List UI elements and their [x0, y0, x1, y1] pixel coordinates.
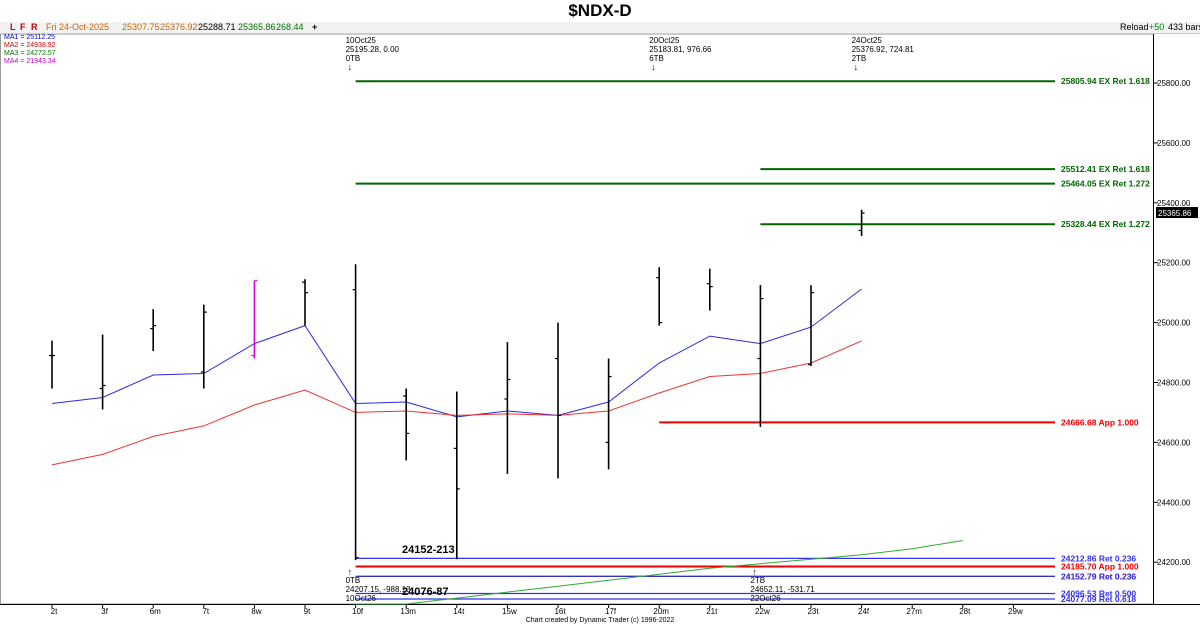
flag-r-button[interactable]: R [31, 22, 38, 32]
ma3-label: MA3 = 24272.57 [4, 50, 56, 57]
x-tick-label: 8w [251, 607, 261, 616]
time-annotation: 20Oct25 [649, 36, 680, 45]
y-tick-label: 25800.00 [1157, 79, 1191, 88]
time-arrow-down: ↓ [854, 62, 859, 72]
level-label: 24096.53 Ret 0.500 [1061, 588, 1136, 598]
x-tick-label: 21t [706, 607, 718, 616]
level-label: 25464.05 EX Ret 1.272 [1061, 179, 1150, 189]
bar-change: 268.44 [276, 22, 304, 32]
time-arrow-up: ↑ [348, 567, 353, 577]
ma4-label: MA4 = 21943.34 [4, 58, 56, 65]
flag-f-button[interactable]: F [20, 22, 26, 32]
x-tick-label: 13m [400, 607, 416, 616]
level-label: 24185.70 App 1.000 [1061, 561, 1139, 571]
x-tick-label: 27m [906, 607, 922, 616]
x-tick-label: 10f [352, 607, 364, 616]
bar-date: Fri 24-Oct-2025 [46, 22, 110, 32]
y-tick-label: 24600.00 [1157, 438, 1191, 447]
time-annotation: 2TB [750, 576, 765, 585]
x-tick-label: 9t [304, 607, 311, 616]
x-tick-label: 28t [959, 607, 971, 616]
info-toolbar: L F R Fri 24-Oct-2025 25307.75 25376.92 … [0, 22, 1200, 34]
x-tick-label: 2t [51, 607, 58, 616]
title-bar: $NDX-D [0, 0, 1200, 23]
reload-button[interactable]: Reload [1120, 22, 1149, 32]
level-label: 24212.86 Ret 0.236 [1061, 553, 1136, 563]
time-annotation: 24207.15, -988.13 [346, 585, 411, 594]
time-arrow-down: ↓ [651, 62, 656, 72]
time-annotation: 6TB [649, 54, 664, 63]
level-label: 24152.79 Ret 0.236 [1061, 571, 1136, 581]
x-tick-label: 16t [554, 607, 566, 616]
y-tick-label: 24400.00 [1157, 498, 1191, 507]
level-label: 24077.09 Ret 0.618 [1061, 594, 1136, 604]
last-price-tag [1156, 207, 1198, 219]
time-annotation: 24652.11, -531.71 [750, 585, 815, 594]
x-tick-label: 29w [1008, 607, 1023, 616]
footer-credit: Chart created by Dynamic Trader (c) 1996… [526, 617, 675, 624]
ma-line-ma3 [355, 540, 963, 605]
x-tick-label: 14t [453, 607, 465, 616]
bar-count: 433 bars [1168, 22, 1200, 32]
x-tick-label: 17f [605, 607, 617, 616]
y-tick-label: 25000.00 [1157, 319, 1191, 328]
time-arrow-down: ↓ [348, 62, 353, 72]
bar-close: 25365.86 [238, 22, 276, 32]
time-annotation: 25376.92, 724.81 [852, 45, 915, 54]
x-tick-label: 6m [150, 607, 161, 616]
time-annotation: 24Oct25 [852, 36, 883, 45]
y-tick-label: 25400.00 [1157, 199, 1191, 208]
y-tick-label: 24800.00 [1157, 379, 1191, 388]
last-price-label: 25365.86 [1158, 209, 1192, 218]
x-tick-label: 15w [502, 607, 517, 616]
add-button[interactable]: + [312, 22, 318, 32]
level-label: 25328.44 EX Ret 1.272 [1061, 219, 1150, 229]
ma2-label: MA2 = 24938.92 [4, 42, 56, 49]
x-tick-label: 7t [202, 607, 209, 616]
range-label: 24076-87 [402, 586, 449, 598]
time-annotation: 0TB [346, 54, 361, 63]
time-annotation: 22Oct26 [750, 594, 781, 603]
level-label: 25805.94 EX Ret 1.618 [1061, 76, 1150, 86]
plot-frame [0, 33, 1154, 605]
bar-low: 25288.71 [198, 22, 236, 32]
bar-high: 25376.92 [160, 22, 198, 32]
level-label: 25512.41 EX Ret 1.618 [1061, 164, 1150, 174]
range-label: 24152-213 [402, 544, 455, 556]
time-annotation: 2TB [852, 54, 867, 63]
plus50-button[interactable]: +50 [1149, 22, 1165, 32]
time-annotation: 10Oct25 [346, 36, 377, 45]
y-tick-label: 24200.00 [1157, 558, 1191, 567]
time-annotation: 25183.81, 976.66 [649, 45, 712, 54]
ma1-label: MA1 = 25112.25 [4, 34, 56, 41]
x-tick-label: 22w [755, 607, 770, 616]
y-tick-label: 25600.00 [1157, 139, 1191, 148]
x-tick-label: 3f [101, 607, 108, 616]
level-label: 24152.79 Ret 0.236 [1061, 571, 1136, 581]
level-label: 24666.68 App 1.000 [1061, 417, 1139, 427]
time-annotation: 0TB [346, 576, 361, 585]
time-annotation: 25195.28, 0.00 [346, 45, 400, 54]
y-tick-label: 25200.00 [1157, 259, 1191, 268]
chart-title: $NDX-D [568, 1, 632, 20]
flag-l-button[interactable]: L [10, 22, 16, 32]
time-arrow-up: ↑ [752, 567, 757, 577]
bar-open: 25307.75 [122, 22, 160, 32]
x-tick-label: 23t [807, 607, 819, 616]
time-annotation: 10Oct26 [346, 594, 377, 603]
x-tick-label: 20m [653, 607, 669, 616]
x-tick-label: 24f [858, 607, 870, 616]
